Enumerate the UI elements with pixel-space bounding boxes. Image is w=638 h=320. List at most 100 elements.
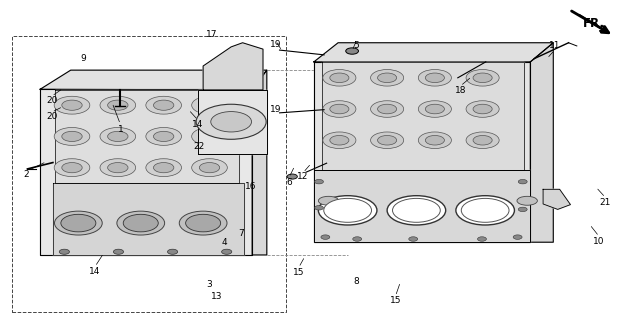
Text: 12: 12 xyxy=(297,172,309,181)
Text: 1: 1 xyxy=(117,125,123,134)
Circle shape xyxy=(419,132,452,148)
Circle shape xyxy=(353,237,362,241)
Circle shape xyxy=(62,163,82,173)
Circle shape xyxy=(154,100,174,110)
Ellipse shape xyxy=(186,214,221,232)
Circle shape xyxy=(108,131,128,141)
Circle shape xyxy=(513,235,522,239)
Circle shape xyxy=(378,104,397,114)
Polygon shape xyxy=(314,170,530,242)
Circle shape xyxy=(518,180,527,184)
Text: 13: 13 xyxy=(211,292,223,301)
Polygon shape xyxy=(322,62,524,170)
Text: 14: 14 xyxy=(89,267,101,276)
Circle shape xyxy=(330,104,349,114)
Circle shape xyxy=(191,159,227,177)
Polygon shape xyxy=(203,43,263,90)
Circle shape xyxy=(473,135,492,145)
Circle shape xyxy=(168,249,177,254)
Text: 17: 17 xyxy=(206,30,218,39)
Circle shape xyxy=(477,237,486,241)
Circle shape xyxy=(330,135,349,145)
Circle shape xyxy=(59,249,70,254)
Circle shape xyxy=(191,96,227,114)
Circle shape xyxy=(346,48,359,54)
Text: 19: 19 xyxy=(270,105,281,114)
Circle shape xyxy=(378,73,397,83)
Text: 4: 4 xyxy=(222,238,228,247)
Text: 8: 8 xyxy=(353,277,359,286)
Circle shape xyxy=(426,135,445,145)
Circle shape xyxy=(426,104,445,114)
Text: 5: 5 xyxy=(353,41,359,51)
Polygon shape xyxy=(40,70,267,90)
Circle shape xyxy=(466,101,499,117)
Text: FR.: FR. xyxy=(583,17,605,30)
Circle shape xyxy=(473,73,492,83)
Text: 9: 9 xyxy=(80,53,86,62)
Ellipse shape xyxy=(318,196,339,205)
Circle shape xyxy=(323,132,356,148)
Polygon shape xyxy=(198,90,267,154)
Ellipse shape xyxy=(117,211,165,235)
Circle shape xyxy=(321,235,330,239)
Polygon shape xyxy=(314,43,553,62)
Ellipse shape xyxy=(61,214,96,232)
Ellipse shape xyxy=(54,211,102,235)
Circle shape xyxy=(199,100,219,110)
Circle shape xyxy=(323,101,356,117)
Polygon shape xyxy=(252,70,267,255)
Ellipse shape xyxy=(323,198,371,222)
Text: 11: 11 xyxy=(549,41,560,51)
Circle shape xyxy=(100,96,136,114)
Text: 14: 14 xyxy=(192,120,204,129)
Circle shape xyxy=(466,132,499,148)
Circle shape xyxy=(199,131,219,141)
Circle shape xyxy=(62,100,82,110)
Text: 22: 22 xyxy=(194,142,205,151)
Ellipse shape xyxy=(318,196,377,225)
Ellipse shape xyxy=(179,211,227,235)
Circle shape xyxy=(323,69,356,86)
Circle shape xyxy=(54,96,90,114)
Circle shape xyxy=(154,163,174,173)
Circle shape xyxy=(371,132,404,148)
Text: 20: 20 xyxy=(46,112,57,121)
Circle shape xyxy=(466,69,499,86)
Circle shape xyxy=(154,131,174,141)
Circle shape xyxy=(62,131,82,141)
Ellipse shape xyxy=(387,196,446,225)
Circle shape xyxy=(419,101,452,117)
Circle shape xyxy=(108,163,128,173)
Text: 18: 18 xyxy=(455,86,466,95)
Circle shape xyxy=(54,127,90,145)
Text: 6: 6 xyxy=(286,178,292,187)
Ellipse shape xyxy=(517,196,537,205)
Circle shape xyxy=(378,135,397,145)
Circle shape xyxy=(114,249,124,254)
Polygon shape xyxy=(40,89,252,255)
Circle shape xyxy=(371,101,404,117)
Circle shape xyxy=(518,207,527,212)
Text: 21: 21 xyxy=(600,197,611,206)
Ellipse shape xyxy=(456,196,514,225)
Circle shape xyxy=(371,69,404,86)
Circle shape xyxy=(100,127,136,145)
Circle shape xyxy=(100,159,136,177)
Ellipse shape xyxy=(392,198,440,222)
Circle shape xyxy=(221,249,232,254)
Ellipse shape xyxy=(461,198,509,222)
Circle shape xyxy=(330,73,349,83)
Ellipse shape xyxy=(123,214,158,232)
Polygon shape xyxy=(530,43,553,242)
Text: 10: 10 xyxy=(593,237,605,246)
Circle shape xyxy=(211,112,251,132)
Circle shape xyxy=(146,127,181,145)
Polygon shape xyxy=(53,183,244,255)
Circle shape xyxy=(191,127,227,145)
Circle shape xyxy=(146,159,181,177)
Circle shape xyxy=(196,104,266,139)
Text: 15: 15 xyxy=(293,268,304,277)
Text: 15: 15 xyxy=(390,296,401,305)
Circle shape xyxy=(426,73,445,83)
